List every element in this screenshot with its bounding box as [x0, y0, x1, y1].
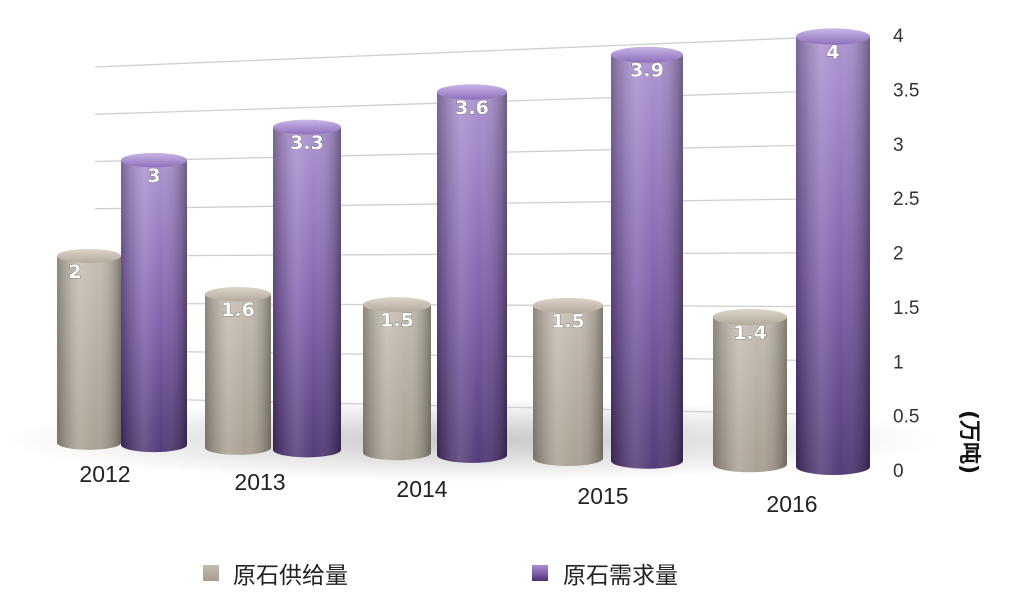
- demand-bar: [437, 84, 507, 463]
- x-axis-categories: 2012 2013 2014 2015 2016: [79, 461, 817, 517]
- demand-data-label: 3.6: [455, 97, 489, 119]
- demand-bar: [796, 28, 870, 475]
- gridline: [94, 34, 871, 68]
- x-category-label: 2015: [577, 483, 628, 509]
- supply-data-label: 2: [68, 261, 81, 283]
- y-axis-ticks: 0 0.5 1 1.5 2 2.5 3 3.5 4: [893, 26, 919, 482]
- x-category-label: 2016: [766, 491, 817, 517]
- supply-bar: [363, 297, 431, 461]
- y-axis-unit-label: (万吨): [956, 410, 981, 474]
- demand-data-label: 3.9: [630, 60, 664, 82]
- legend-label-supply: 原石供给量: [233, 563, 348, 589]
- legend-label-demand: 原石需求量: [563, 563, 678, 589]
- y-tick-label: 0.5: [893, 407, 919, 428]
- y-tick-label: 2: [893, 244, 904, 265]
- supply-bar: [533, 297, 603, 466]
- demand-data-label: 3.3: [290, 132, 324, 154]
- legend: 原石供给量 原石需求量: [203, 563, 678, 589]
- supply-data-label: 1.5: [551, 310, 585, 332]
- y-tick-label: 3: [893, 135, 904, 156]
- x-category-label: 2012: [79, 461, 130, 487]
- y-tick-label: 0: [893, 461, 904, 482]
- y-tick-label: 1.5: [893, 298, 919, 319]
- y-tick-label: 1: [893, 352, 904, 373]
- y-tick-label: 2.5: [893, 189, 919, 210]
- demand-bar: [121, 152, 187, 453]
- demand-data-label: 4: [826, 42, 839, 64]
- data-labels: 2 3 1.6 3.3 1.5 3.6 1.5 3.9 1.4 4: [68, 41, 840, 344]
- supply-bar: [57, 248, 121, 450]
- x-category-label: 2014: [396, 476, 447, 502]
- supply-data-label: 1.6: [221, 299, 255, 321]
- demand-bar: [273, 119, 341, 458]
- supply-data-label: 1.5: [380, 310, 414, 332]
- bars: [57, 28, 870, 475]
- demand-data-label: 3: [147, 165, 160, 187]
- legend-swatch-demand: [532, 565, 548, 581]
- supply-bar: [713, 308, 787, 473]
- supply-data-label: 1.4: [733, 322, 767, 344]
- demand-bar: [611, 46, 683, 469]
- x-category-label: 2013: [234, 469, 285, 495]
- legend-swatch-supply: [203, 565, 219, 581]
- supply-bar: [205, 286, 271, 455]
- y-tick-label: 4: [893, 26, 904, 47]
- y-tick-label: 3.5: [893, 80, 919, 101]
